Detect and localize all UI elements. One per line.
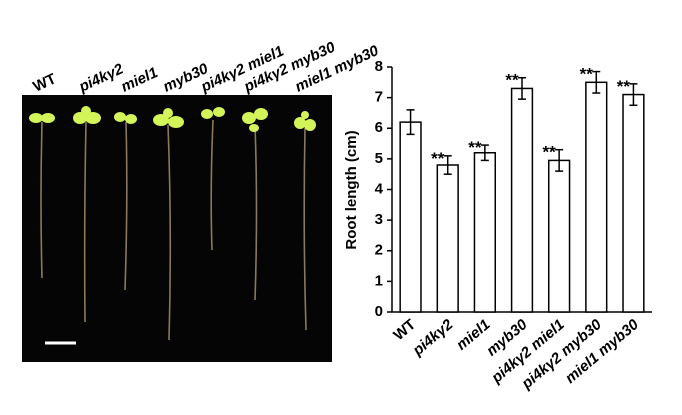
- significance: **: [580, 65, 594, 84]
- bar: [473, 152, 497, 313]
- photo-background: [22, 95, 332, 362]
- significance: **: [617, 77, 631, 96]
- y-tick-label: 8: [375, 58, 383, 75]
- bar: [622, 93, 645, 313]
- y-tick-label: 2: [375, 242, 383, 259]
- photo-label: miel1: [119, 64, 161, 96]
- y-tick-label: 4: [375, 180, 384, 197]
- y-axis-label: Root length (cm): [343, 130, 360, 249]
- y-tick-label: 7: [375, 89, 383, 106]
- leaves: [29, 106, 316, 132]
- bar: [547, 159, 571, 313]
- x-tick-label: WT: [390, 316, 419, 344]
- roots: [40, 119, 307, 341]
- y-tick-label: 1: [375, 272, 383, 289]
- photo-label: pi4kγ2: [76, 60, 127, 96]
- photo-label: WT: [31, 70, 59, 95]
- bar: [585, 81, 608, 313]
- significance: **: [505, 71, 519, 90]
- y-tick-label: 3: [375, 211, 383, 228]
- chart: Root length (cm) 012345678WT**pi4kγ2**mi…: [343, 58, 652, 393]
- significance: **: [468, 138, 482, 157]
- y-tick-label: 6: [375, 119, 383, 136]
- x-tick-label: pi4kγ2: [409, 316, 457, 360]
- significance: **: [431, 149, 445, 168]
- bar: [436, 164, 459, 313]
- seedling-photo: [22, 95, 332, 362]
- bar: [399, 121, 422, 313]
- bar: [510, 87, 534, 313]
- y-tick-label: 5: [375, 150, 383, 167]
- significance: **: [543, 143, 557, 162]
- y-tick-label: 0: [375, 303, 383, 320]
